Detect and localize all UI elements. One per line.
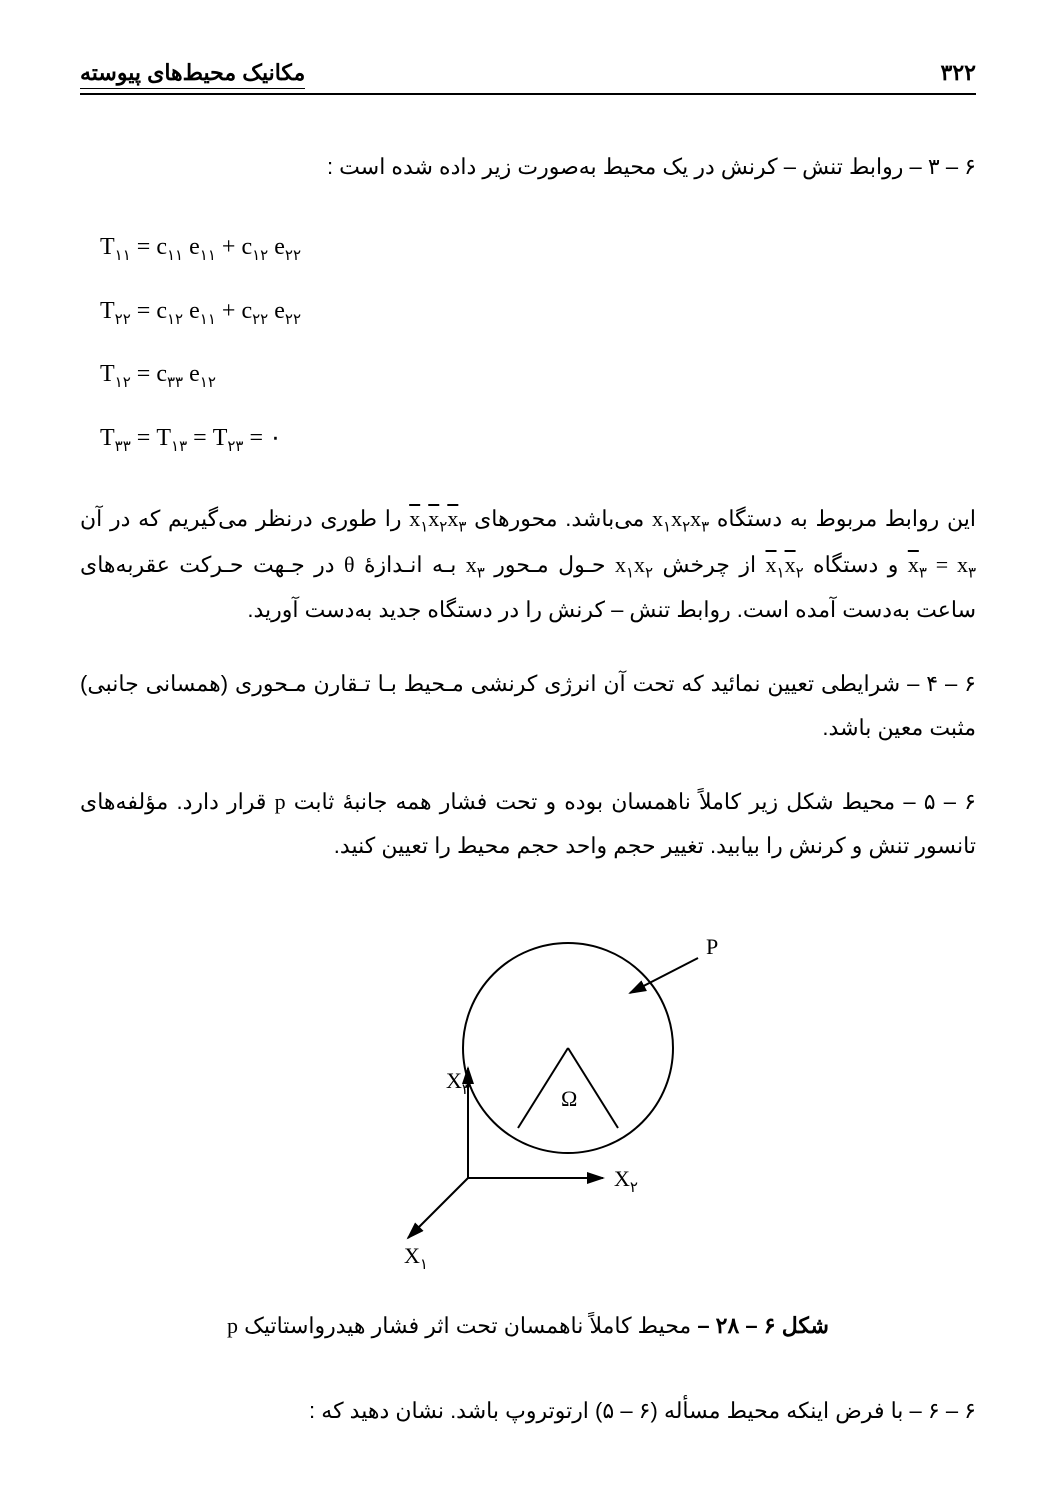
p63-e: از چرخش <box>653 552 765 577</box>
header-rule <box>80 93 976 95</box>
svg-text:Ω: Ω <box>561 1086 577 1111</box>
sym-x1x2x3: x۱x۲x۳ <box>652 506 709 531</box>
p65-a: ۶ – ۵ – محیط شکل زیر کاملاً ناهمسان بوده… <box>286 789 976 814</box>
svg-text:X۲: X۲ <box>614 1166 638 1196</box>
p64-text: ۶ – ۴ – شرایطی تعیین نمائید که تحت آن ان… <box>80 671 976 740</box>
p63-d: و دستگاه <box>804 552 908 577</box>
eq-2: T۲۲ = c۱۲ e۱۱ + c۲۲ e۲۲ <box>100 283 976 341</box>
eq-3: T۱۲ = c۳۳ e۱۲ <box>100 346 976 404</box>
equations-block: T۱۱ = c۱۱ e۱۱ + c۱۲ e۲۲ T۲۲ = c۱۲ e۱۱ + … <box>100 219 976 467</box>
page: ۳۲۲ مکانیک محیط‌های پیوسته ۶ – ۳ – روابط… <box>0 0 1056 1493</box>
p63-g: بـه انـدازهٔ <box>355 552 466 577</box>
page-number: ۳۲۲ <box>941 60 976 86</box>
svg-text:P: P <box>706 934 718 959</box>
sym-x3: x۳ <box>466 552 485 577</box>
p63-f: حـول مـحور <box>485 552 615 577</box>
figure-svg: PΩX۱X۲X۳ <box>318 898 738 1278</box>
problem-6-5: ۶ – ۵ – محیط شکل زیر کاملاً ناهمسان بوده… <box>80 780 976 868</box>
problem-6-4: ۶ – ۴ – شرایطی تعیین نمائید که تحت آن ان… <box>80 662 976 750</box>
caption-rest: محیط کاملاً ناهمسان تحت اثر فشار هیدرواس… <box>238 1313 691 1338</box>
caption-prefix: شکل ۶ – ۲۸ – <box>691 1313 829 1338</box>
eq-4: T۳۳ = T۱۳ = T۲۳ = ۰ <box>100 410 976 468</box>
p63-a: این روابط مربوط به دستگاه <box>709 506 976 531</box>
sym-xbar123: x۱x۲x۳ <box>409 506 466 531</box>
svg-text:X۱: X۱ <box>404 1243 428 1273</box>
problem-6-6: ۶ – ۶ – با فرض اینکه محیط مسأله (۶ – ۵) … <box>80 1389 976 1433</box>
p63-intro-text: ۶ – ۳ – روابط تنش – کرنش در یک محیط به‌ص… <box>80 145 976 189</box>
p66-text: ۶ – ۶ – با فرض اینکه محیط مسأله (۶ – ۵) … <box>309 1398 976 1423</box>
figure-caption: شکل ۶ – ۲۸ – محیط کاملاً ناهمسان تحت اثر… <box>80 1313 976 1339</box>
sym-theta: θ <box>344 552 355 577</box>
problem-6-3-body: این روابط مربوط به دستگاه x۱x۲x۳ می‌باشد… <box>80 497 976 632</box>
header-title: مکانیک محیط‌های پیوسته <box>80 60 305 89</box>
caption-p: p <box>227 1313 238 1338</box>
sym-p: p <box>275 789 286 814</box>
sym-x1x2: x۱x۲ <box>615 552 653 577</box>
figure-6-28: PΩX۱X۲X۳ <box>80 898 976 1283</box>
p63-c: را طوری درنظر می‌گیریم که در آن <box>80 506 409 531</box>
sym-x3eq: x۳ = x۳ <box>908 552 976 577</box>
p63-b: می‌باشد. محورهای <box>466 506 652 531</box>
sym-xbar12: x۱x۲ <box>766 552 804 577</box>
problem-6-3-intro: ۶ – ۳ – روابط تنش – کرنش در یک محیط به‌ص… <box>80 145 976 189</box>
page-header: ۳۲۲ مکانیک محیط‌های پیوسته <box>80 60 976 89</box>
eq-1: T۱۱ = c۱۱ e۱۱ + c۱۲ e۲۲ <box>100 219 976 277</box>
